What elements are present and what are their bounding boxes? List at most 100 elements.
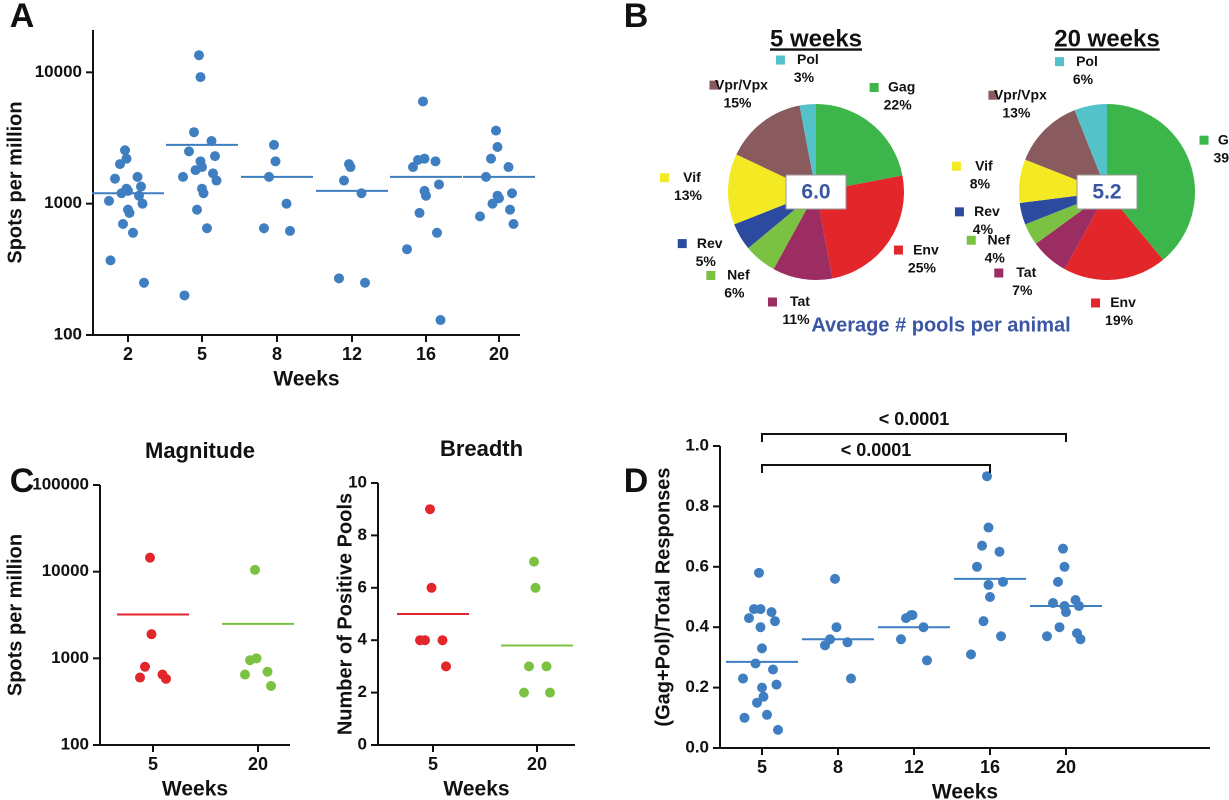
data-point (206, 135, 217, 146)
slice-value-label: 5% (696, 253, 717, 269)
data-point (896, 634, 906, 645)
data-point (846, 673, 856, 684)
data-point (210, 151, 220, 162)
data-point (972, 561, 982, 572)
data-point (530, 582, 541, 593)
caption: Average # pools per animal (811, 314, 1070, 336)
data-point (1059, 561, 1070, 572)
data-point (415, 635, 425, 646)
data-point (773, 724, 783, 735)
x-axis-label: Weeks (273, 368, 339, 391)
y-tick-label: 8 (358, 525, 367, 544)
slice-label: Rev (974, 203, 1000, 219)
x-tick-label: 5 (757, 757, 767, 777)
x-tick-label: 20 (527, 754, 547, 774)
legend-swatch (1091, 298, 1101, 308)
data-point (105, 255, 116, 266)
y-axis-label: Number of Positive Pools (334, 493, 356, 735)
data-point (985, 592, 995, 602)
pie-title: 20 weeks (1054, 25, 1159, 52)
data-point (982, 471, 992, 482)
data-point (749, 604, 759, 615)
axis-line (92, 30, 520, 336)
data-point (250, 564, 260, 575)
data-point (184, 146, 194, 157)
data-point (830, 573, 840, 584)
data-point (139, 277, 149, 288)
slice-label: Env (913, 241, 939, 257)
data-point (922, 655, 932, 666)
data-point (766, 607, 777, 618)
legend-swatch (659, 173, 669, 183)
data-point (281, 198, 292, 209)
x-tick-label: 5 (428, 754, 438, 774)
y-tick-label: 100 (54, 324, 82, 343)
data-point (757, 643, 767, 654)
y-tick-label: 100 (61, 734, 89, 753)
data-point (425, 504, 435, 515)
x-tick-label: 16 (980, 757, 1000, 777)
data-point (270, 156, 281, 167)
data-point (192, 204, 202, 215)
slice-label: Vpr/Vpx (715, 76, 768, 92)
data-point (345, 162, 356, 173)
data-point (768, 664, 778, 675)
data-point (770, 616, 780, 627)
data-point (194, 50, 204, 61)
pie-slice (736, 105, 816, 192)
data-point (1054, 622, 1065, 633)
data-point (145, 552, 155, 563)
slice-value-label: 15% (723, 94, 752, 110)
x-tick-label: 5 (148, 754, 158, 774)
panel-label: C (10, 462, 35, 500)
data-point (339, 175, 349, 186)
x-tick-label: 5 (197, 344, 207, 364)
x-tick-label: 12 (904, 757, 924, 777)
center-label: 5.2 (1092, 181, 1121, 204)
pie-slice (1074, 104, 1107, 192)
center-label: 6.0 (801, 181, 830, 204)
data-point (1058, 543, 1068, 554)
data-point (738, 673, 748, 684)
pie-slice (799, 104, 816, 192)
y-tick-label: 10000 (35, 62, 82, 81)
data-point (831, 622, 842, 633)
y-tick-label: 1000 (44, 193, 82, 212)
y-tick-label: 4 (358, 630, 368, 649)
data-point (360, 277, 370, 288)
data-point (1075, 634, 1086, 645)
axis-line (719, 446, 1210, 749)
data-point (178, 171, 188, 182)
data-point (189, 127, 199, 138)
slice-label: Pol (797, 51, 819, 67)
legend-swatch (677, 239, 687, 249)
slice-label: Vif (975, 157, 993, 173)
data-point (983, 579, 994, 590)
pie-slice (728, 154, 816, 225)
legend-swatch (709, 80, 719, 90)
legend-swatch (988, 90, 998, 100)
y-tick-label: 0.6 (685, 556, 709, 575)
y-tick-label: 100000 (32, 474, 89, 493)
x-axis-label: Weeks (443, 778, 509, 800)
significance-label: < 0.0001 (879, 409, 950, 429)
x-tick-label: 20 (1056, 757, 1076, 777)
data-point (434, 179, 444, 190)
legend-swatch (994, 268, 1004, 278)
data-point (491, 125, 501, 136)
chart-title: Magnitude (145, 438, 255, 463)
data-point (432, 227, 442, 238)
data-point (202, 223, 212, 234)
data-point (978, 616, 989, 627)
y-tick-label: 2 (358, 682, 367, 701)
x-tick-label: 20 (248, 754, 268, 774)
data-point (762, 709, 772, 720)
legend-swatch (966, 235, 976, 245)
data-point (739, 712, 750, 723)
data-point (161, 673, 171, 684)
data-point (503, 162, 514, 173)
slice-label: Env (1110, 294, 1136, 310)
pie-slice (1025, 110, 1107, 192)
data-point (757, 682, 767, 693)
pie-title: 5 weeks (770, 25, 862, 52)
